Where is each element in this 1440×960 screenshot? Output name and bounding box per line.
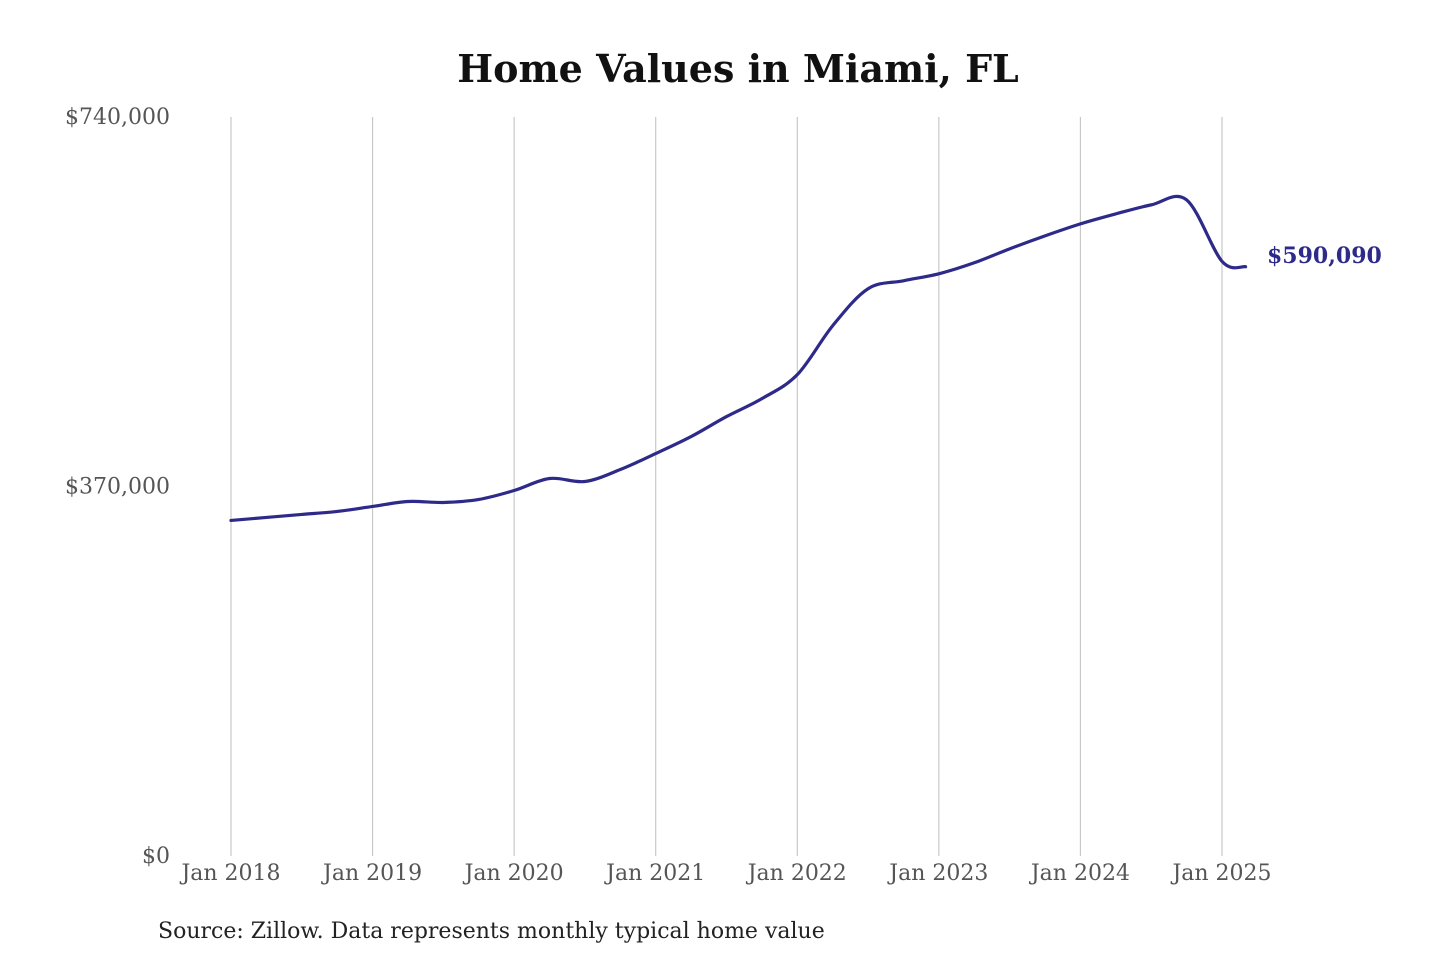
series-line-0 xyxy=(229,194,1248,523)
x-tick-label: Jan 2025 xyxy=(1170,861,1271,886)
x-tick-label: Jan 2022 xyxy=(746,861,847,886)
x-axis-ticks: Jan 2018 Jan 2019 Jan 2020 Jan 2021 Jan 2022… xyxy=(179,861,1271,886)
source-note: Source: Zillow. Data represents monthly … xyxy=(158,919,825,944)
x-tick-label: Jan 2021 xyxy=(604,861,705,886)
series-layer xyxy=(229,194,1248,523)
x-tick-label: Jan 2020 xyxy=(463,861,564,886)
x-tick-label: Jan 2018 xyxy=(179,861,280,886)
y-axis-ticks: $0 $370,000 $740,000 xyxy=(65,105,170,869)
y-tick-label: $0 xyxy=(142,844,170,869)
y-tick-label: $740,000 xyxy=(65,105,170,130)
gridlines xyxy=(230,117,1223,856)
chart-title: Home Values in Miami, FL xyxy=(457,46,1019,91)
end-value-label: $590,090 xyxy=(1267,243,1382,269)
x-tick-label: Jan 2024 xyxy=(1029,861,1130,886)
x-tick-label: Jan 2023 xyxy=(887,861,988,886)
y-tick-label: $370,000 xyxy=(65,475,170,500)
x-tick-label: Jan 2019 xyxy=(321,861,422,886)
